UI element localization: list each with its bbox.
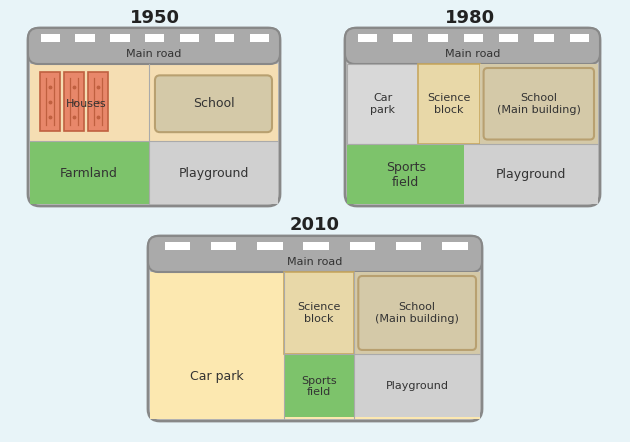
FancyBboxPatch shape bbox=[345, 28, 600, 64]
Text: Science
block: Science block bbox=[297, 302, 341, 324]
Text: Houses: Houses bbox=[66, 99, 106, 109]
Text: Playground: Playground bbox=[178, 167, 249, 180]
Bar bbox=[393, 34, 413, 42]
Text: Playground: Playground bbox=[386, 381, 449, 392]
Bar bbox=[464, 34, 483, 42]
FancyBboxPatch shape bbox=[28, 28, 280, 206]
Text: Main road: Main road bbox=[126, 49, 181, 59]
Bar bbox=[64, 72, 84, 131]
FancyBboxPatch shape bbox=[484, 68, 594, 140]
Text: 1950: 1950 bbox=[130, 9, 180, 27]
Text: 2010: 2010 bbox=[290, 216, 340, 234]
Bar bbox=[110, 34, 130, 42]
FancyBboxPatch shape bbox=[148, 236, 482, 272]
Bar bbox=[257, 243, 283, 251]
Text: Playground: Playground bbox=[496, 168, 566, 181]
FancyBboxPatch shape bbox=[358, 276, 476, 350]
Text: Farmland: Farmland bbox=[60, 167, 117, 180]
Bar bbox=[40, 72, 60, 131]
FancyBboxPatch shape bbox=[28, 28, 280, 64]
Bar bbox=[347, 64, 418, 144]
Bar bbox=[40, 34, 60, 42]
Text: School
(Main building): School (Main building) bbox=[375, 302, 459, 324]
FancyBboxPatch shape bbox=[345, 28, 600, 206]
Text: Science
block: Science block bbox=[427, 93, 471, 114]
Text: School
(Main building): School (Main building) bbox=[497, 93, 581, 114]
Bar bbox=[442, 243, 467, 251]
Bar bbox=[499, 34, 518, 42]
Bar bbox=[30, 141, 149, 204]
Bar bbox=[358, 34, 377, 42]
Text: 1980: 1980 bbox=[445, 9, 495, 27]
Bar bbox=[284, 354, 354, 417]
Text: Sports
field: Sports field bbox=[301, 376, 337, 397]
Bar bbox=[354, 272, 480, 354]
Bar bbox=[284, 272, 354, 354]
Bar bbox=[534, 34, 554, 42]
Bar bbox=[146, 34, 164, 42]
Bar bbox=[570, 34, 589, 42]
Bar bbox=[418, 64, 479, 144]
Bar bbox=[428, 34, 448, 42]
Bar bbox=[347, 144, 464, 204]
Bar bbox=[250, 34, 269, 42]
Text: Main road: Main road bbox=[445, 49, 500, 59]
Bar bbox=[150, 272, 480, 419]
Text: Car
park: Car park bbox=[370, 93, 395, 114]
Bar bbox=[149, 64, 278, 141]
Bar bbox=[347, 64, 598, 144]
Bar bbox=[479, 64, 598, 144]
Bar bbox=[180, 34, 199, 42]
FancyBboxPatch shape bbox=[148, 236, 482, 421]
Bar bbox=[354, 354, 480, 417]
Bar bbox=[211, 243, 236, 251]
Bar bbox=[149, 141, 278, 204]
Bar bbox=[76, 34, 94, 42]
Bar bbox=[215, 34, 234, 42]
Bar bbox=[464, 144, 598, 204]
FancyBboxPatch shape bbox=[155, 75, 272, 132]
Bar bbox=[350, 243, 375, 251]
Text: Sports
field: Sports field bbox=[386, 161, 426, 189]
Bar bbox=[88, 72, 108, 131]
Text: Main road: Main road bbox=[287, 257, 343, 267]
Text: Car park: Car park bbox=[190, 370, 244, 383]
Text: School: School bbox=[193, 97, 234, 110]
Bar bbox=[164, 243, 190, 251]
Bar bbox=[30, 64, 149, 141]
Bar bbox=[396, 243, 421, 251]
Bar bbox=[304, 243, 329, 251]
